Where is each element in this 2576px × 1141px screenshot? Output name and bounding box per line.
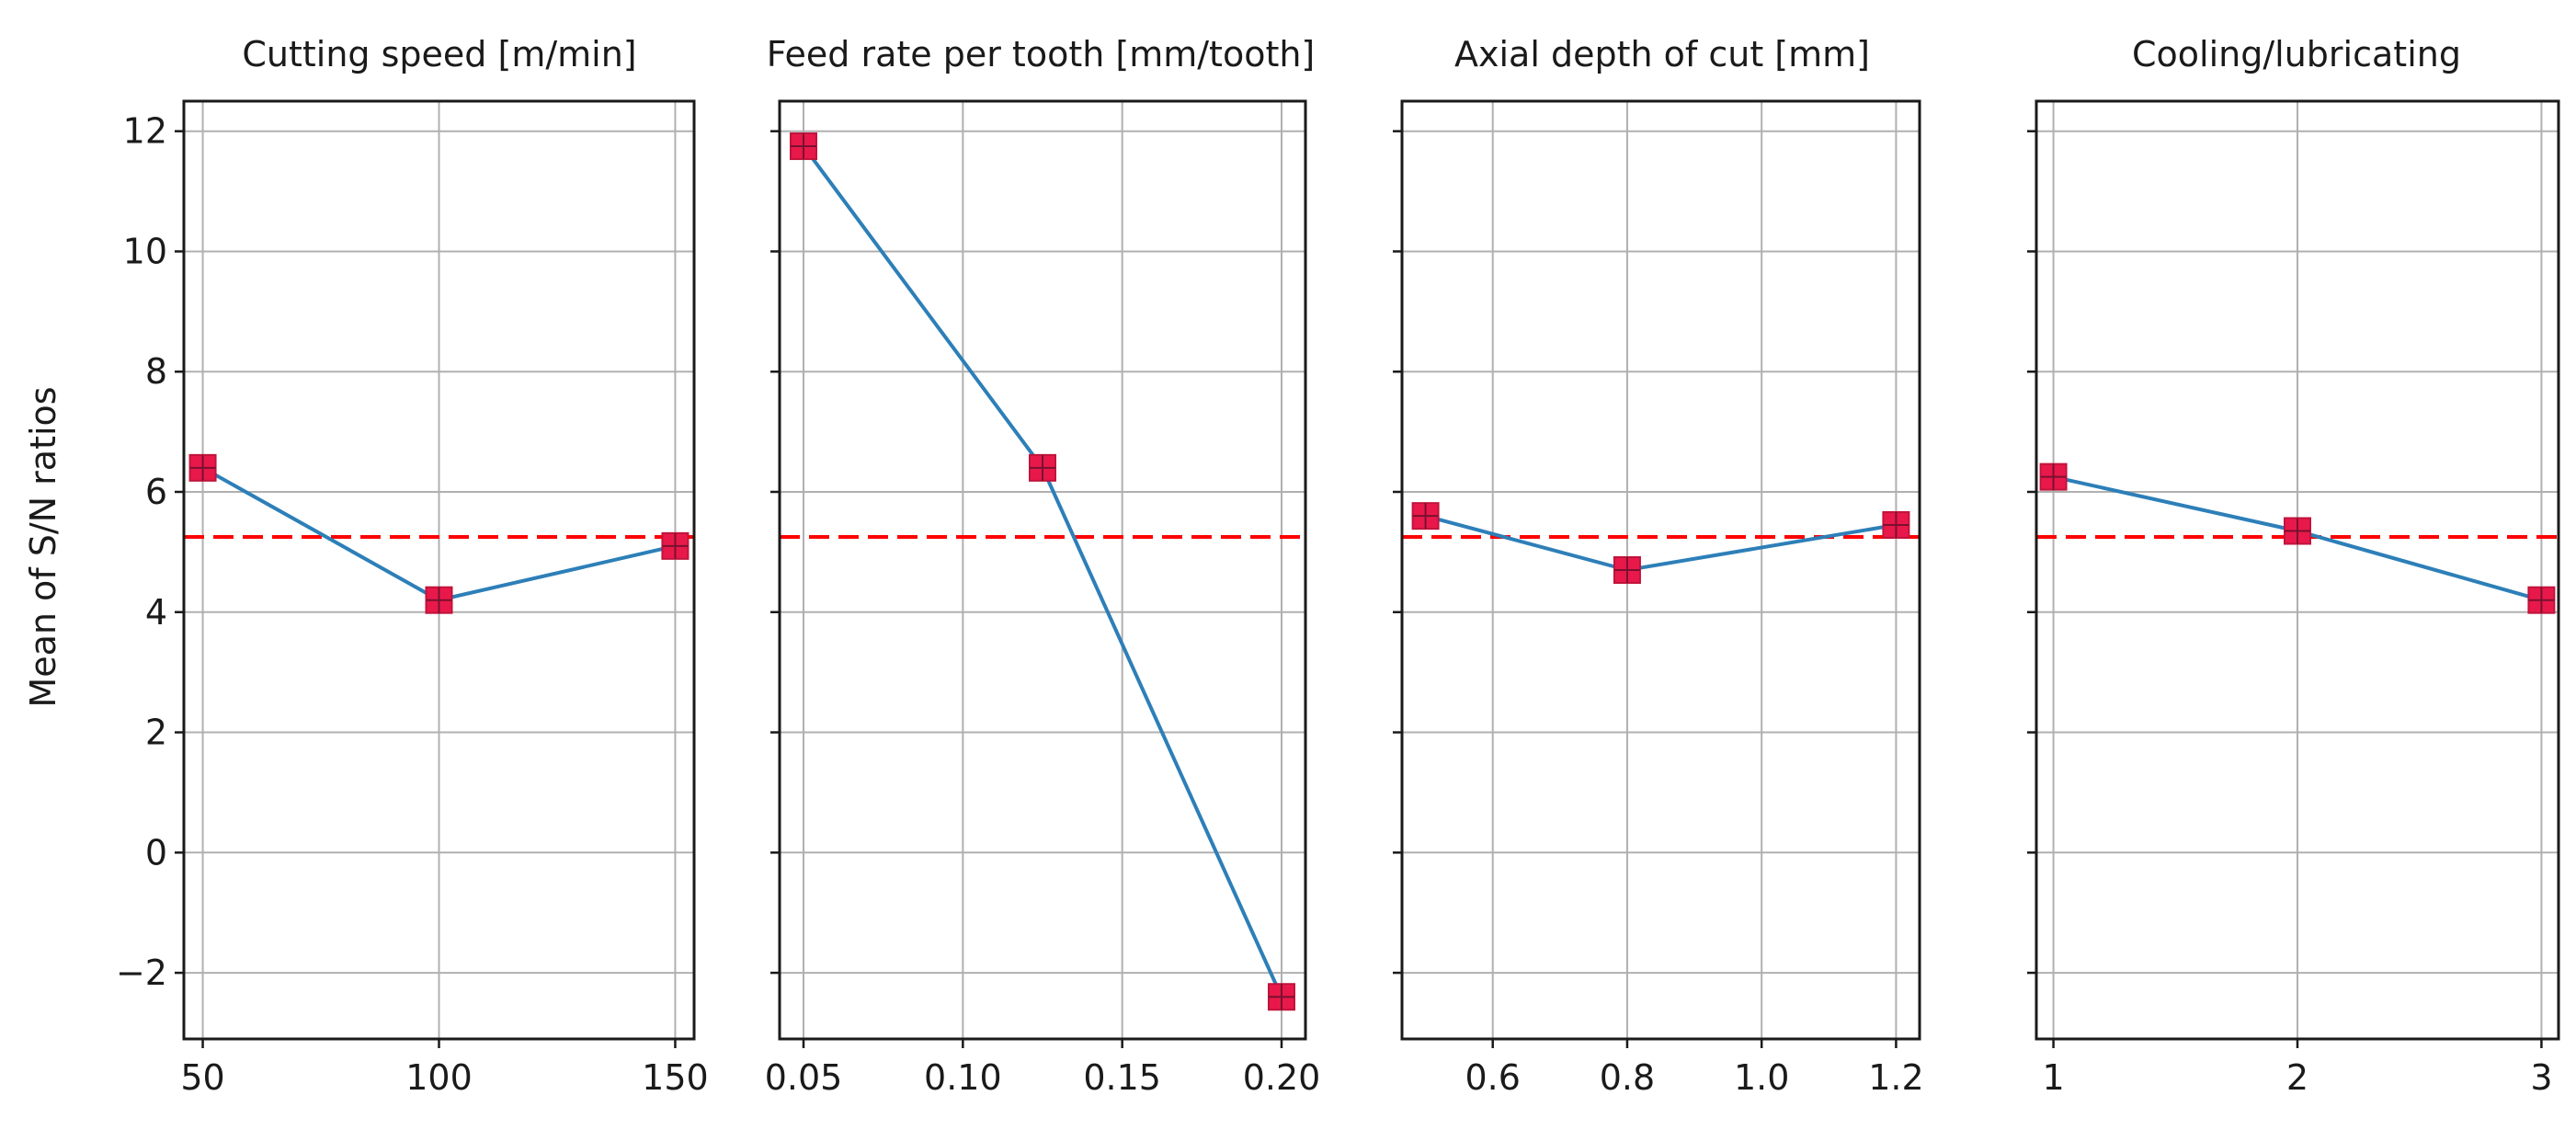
series-line xyxy=(1425,514,1897,573)
x-tick-label: 1.0 xyxy=(1734,1057,1789,1098)
panel-axial-depth: Axial depth of cut [mm] 0.6 0.8 1.0 1.2 xyxy=(1393,34,1924,1098)
panel-feed-rate: Feed rate per tooth [mm/tooth] 0.05 0.10 0… xyxy=(765,34,1321,1098)
x-tick-label: 0.10 xyxy=(924,1057,1002,1098)
y-tick-label: 6 xyxy=(145,472,167,512)
panel-cooling: Cooling/lubricating 1 2 3 xyxy=(2027,34,2560,1098)
x-tick-label: 0.6 xyxy=(1465,1057,1520,1098)
y-tick-label: 12 xyxy=(123,111,167,152)
panel-title: Cutting speed [m/min] xyxy=(242,34,636,74)
x-tick-label: 1.2 xyxy=(1868,1057,1923,1098)
axes-frame xyxy=(778,99,1307,1041)
x-tick-label: 50 xyxy=(180,1057,224,1098)
y-axis-label: Mean of S/N ratios xyxy=(23,386,63,707)
y-tick-label: −2 xyxy=(116,953,167,993)
y-tick-label: 0 xyxy=(145,832,167,873)
y-tick-label: 2 xyxy=(145,713,167,753)
panel-title: Axial depth of cut [mm] xyxy=(1454,34,1870,74)
x-tick-label: 100 xyxy=(405,1057,473,1098)
y-tick-label: 8 xyxy=(145,351,167,392)
panel-title: Cooling/lubricating xyxy=(2132,34,2461,74)
axes-frame xyxy=(182,99,696,1041)
x-tick-label: 150 xyxy=(642,1057,709,1098)
axes-frame xyxy=(1400,99,1921,1041)
series-line xyxy=(802,144,1283,998)
axes-frame xyxy=(2035,99,2560,1041)
x-tick-label: 0.15 xyxy=(1083,1057,1161,1098)
panel-title: Feed rate per tooth [mm/tooth] xyxy=(767,34,1316,74)
x-tick-label: 2 xyxy=(2286,1057,2308,1098)
x-tick-label: 1 xyxy=(2042,1057,2064,1098)
panel-cutting-speed: Cutting speed [m/min] −2 0 2 4 6 8 10 12 50 100 15… xyxy=(116,34,709,1098)
y-tick-label: 10 xyxy=(123,231,167,271)
x-tick-label: 0.8 xyxy=(1600,1057,1655,1098)
x-tick-label: 0.05 xyxy=(765,1057,843,1098)
y-tick-label: 4 xyxy=(145,592,167,633)
x-tick-label: 0.20 xyxy=(1243,1057,1321,1098)
x-tick-label: 3 xyxy=(2530,1057,2552,1098)
